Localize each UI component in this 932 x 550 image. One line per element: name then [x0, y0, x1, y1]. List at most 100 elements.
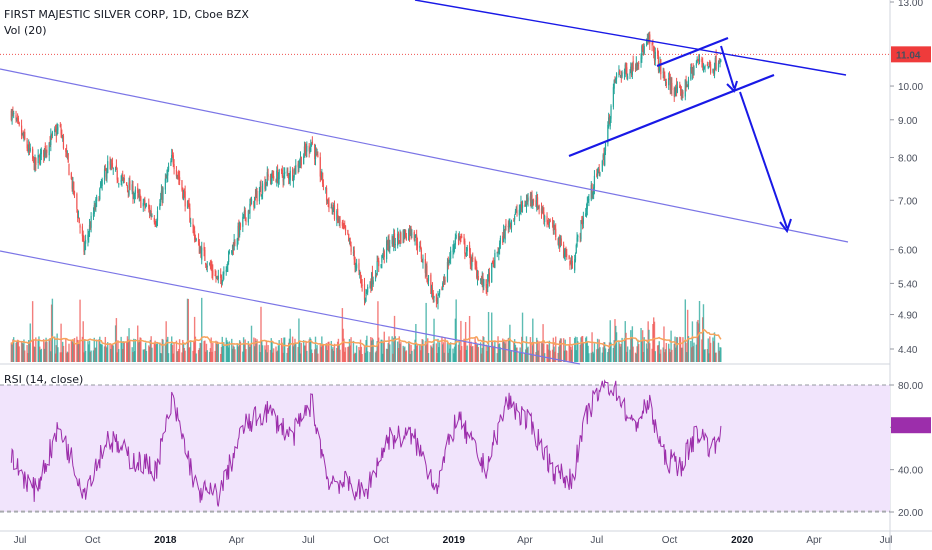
candle-body — [574, 254, 577, 261]
volume-bar — [144, 342, 147, 362]
volume-bar — [585, 337, 587, 362]
volume-bar — [245, 349, 247, 362]
candle-body — [382, 256, 384, 258]
volume-bar — [206, 350, 208, 362]
volume-bar — [427, 338, 429, 362]
candle-body — [381, 255, 383, 263]
volume-bar — [214, 350, 216, 362]
volume-bar — [514, 344, 517, 362]
volume-bar — [609, 320, 611, 362]
volume-bar — [256, 339, 258, 362]
volume-bar — [220, 347, 223, 362]
volume-bar — [658, 341, 660, 362]
candle-body — [350, 245, 352, 252]
volume-bar — [341, 308, 344, 362]
volume-bar — [137, 340, 140, 362]
volume-bar — [535, 352, 537, 362]
volume-bar — [193, 340, 195, 362]
volume-bar — [532, 342, 535, 362]
volume-bar — [315, 348, 318, 362]
candle-body — [707, 66, 709, 68]
candle-body — [118, 183, 120, 185]
candle-body — [183, 192, 185, 194]
volume-bar — [27, 353, 29, 362]
volume-bar — [359, 339, 362, 362]
volume-bar — [703, 349, 705, 362]
candle-body — [580, 220, 582, 239]
candle-body — [653, 52, 656, 61]
rsi-tick-label: 20.00 — [898, 508, 923, 519]
volume-bar — [65, 338, 67, 362]
volume-bar — [216, 341, 218, 362]
candle-body — [374, 274, 377, 279]
candle-body — [259, 186, 261, 192]
candle-body — [79, 225, 81, 228]
candle-body — [557, 238, 559, 245]
candle-body — [212, 270, 214, 276]
candle-body — [348, 233, 350, 241]
candle-body — [211, 265, 213, 273]
volume-bar — [619, 343, 621, 362]
volume-bar — [123, 342, 125, 362]
price-tick-label: 5.40 — [898, 279, 918, 290]
volume-bar — [16, 341, 18, 362]
candle-body — [128, 182, 130, 195]
candle-body — [298, 165, 300, 170]
volume-bar — [148, 346, 151, 362]
candle-body — [151, 215, 153, 217]
candle-body — [403, 231, 405, 239]
candle-body — [665, 81, 667, 86]
candle-body — [126, 186, 129, 189]
candle-body — [109, 161, 111, 166]
candle-body — [713, 67, 716, 75]
candle-body — [186, 201, 189, 209]
volume-bar — [552, 337, 555, 362]
channel-lower-line — [0, 250, 581, 365]
volume-bar — [675, 347, 677, 362]
candle-body — [521, 205, 524, 208]
volume-bar — [510, 349, 513, 362]
volume-bar — [621, 337, 623, 362]
candle-body — [297, 163, 299, 168]
volume-bar — [306, 350, 308, 362]
candle-body — [76, 193, 78, 209]
volume-bar — [684, 299, 687, 362]
volume-bar — [27, 340, 30, 362]
candle-body — [466, 247, 468, 252]
volume-bar — [629, 349, 631, 362]
volume-bar — [154, 340, 156, 362]
volume-bar — [453, 346, 456, 362]
volume-bar — [265, 349, 267, 362]
candle-body — [333, 205, 335, 211]
volume-bar — [303, 345, 306, 362]
volume-bar — [698, 323, 700, 362]
candle-body — [253, 201, 255, 207]
volume-bar — [475, 341, 477, 362]
candle-body — [140, 197, 142, 208]
candle-body — [643, 45, 645, 54]
candle-body — [137, 193, 140, 196]
volume-bar — [99, 336, 101, 362]
volume-bar — [221, 336, 223, 362]
volume-bar — [48, 338, 50, 362]
candle-body — [149, 211, 151, 216]
volume-bar — [685, 342, 687, 362]
candle-body — [618, 71, 620, 75]
volume-bar — [112, 345, 114, 362]
candle-body — [604, 151, 606, 166]
volume-bar — [593, 343, 596, 362]
volume-bar — [443, 352, 446, 362]
volume-bar — [491, 312, 493, 362]
candle-body — [90, 216, 92, 228]
candle-body — [254, 194, 257, 196]
volume-bar — [12, 339, 14, 362]
volume-bar — [137, 325, 139, 362]
candle-body — [658, 66, 660, 72]
candle-body — [143, 199, 145, 202]
candle-body — [261, 183, 264, 194]
volume-bar — [211, 351, 213, 362]
candle-body — [494, 253, 496, 268]
volume-bar — [363, 346, 366, 362]
volume-bar — [542, 324, 544, 362]
